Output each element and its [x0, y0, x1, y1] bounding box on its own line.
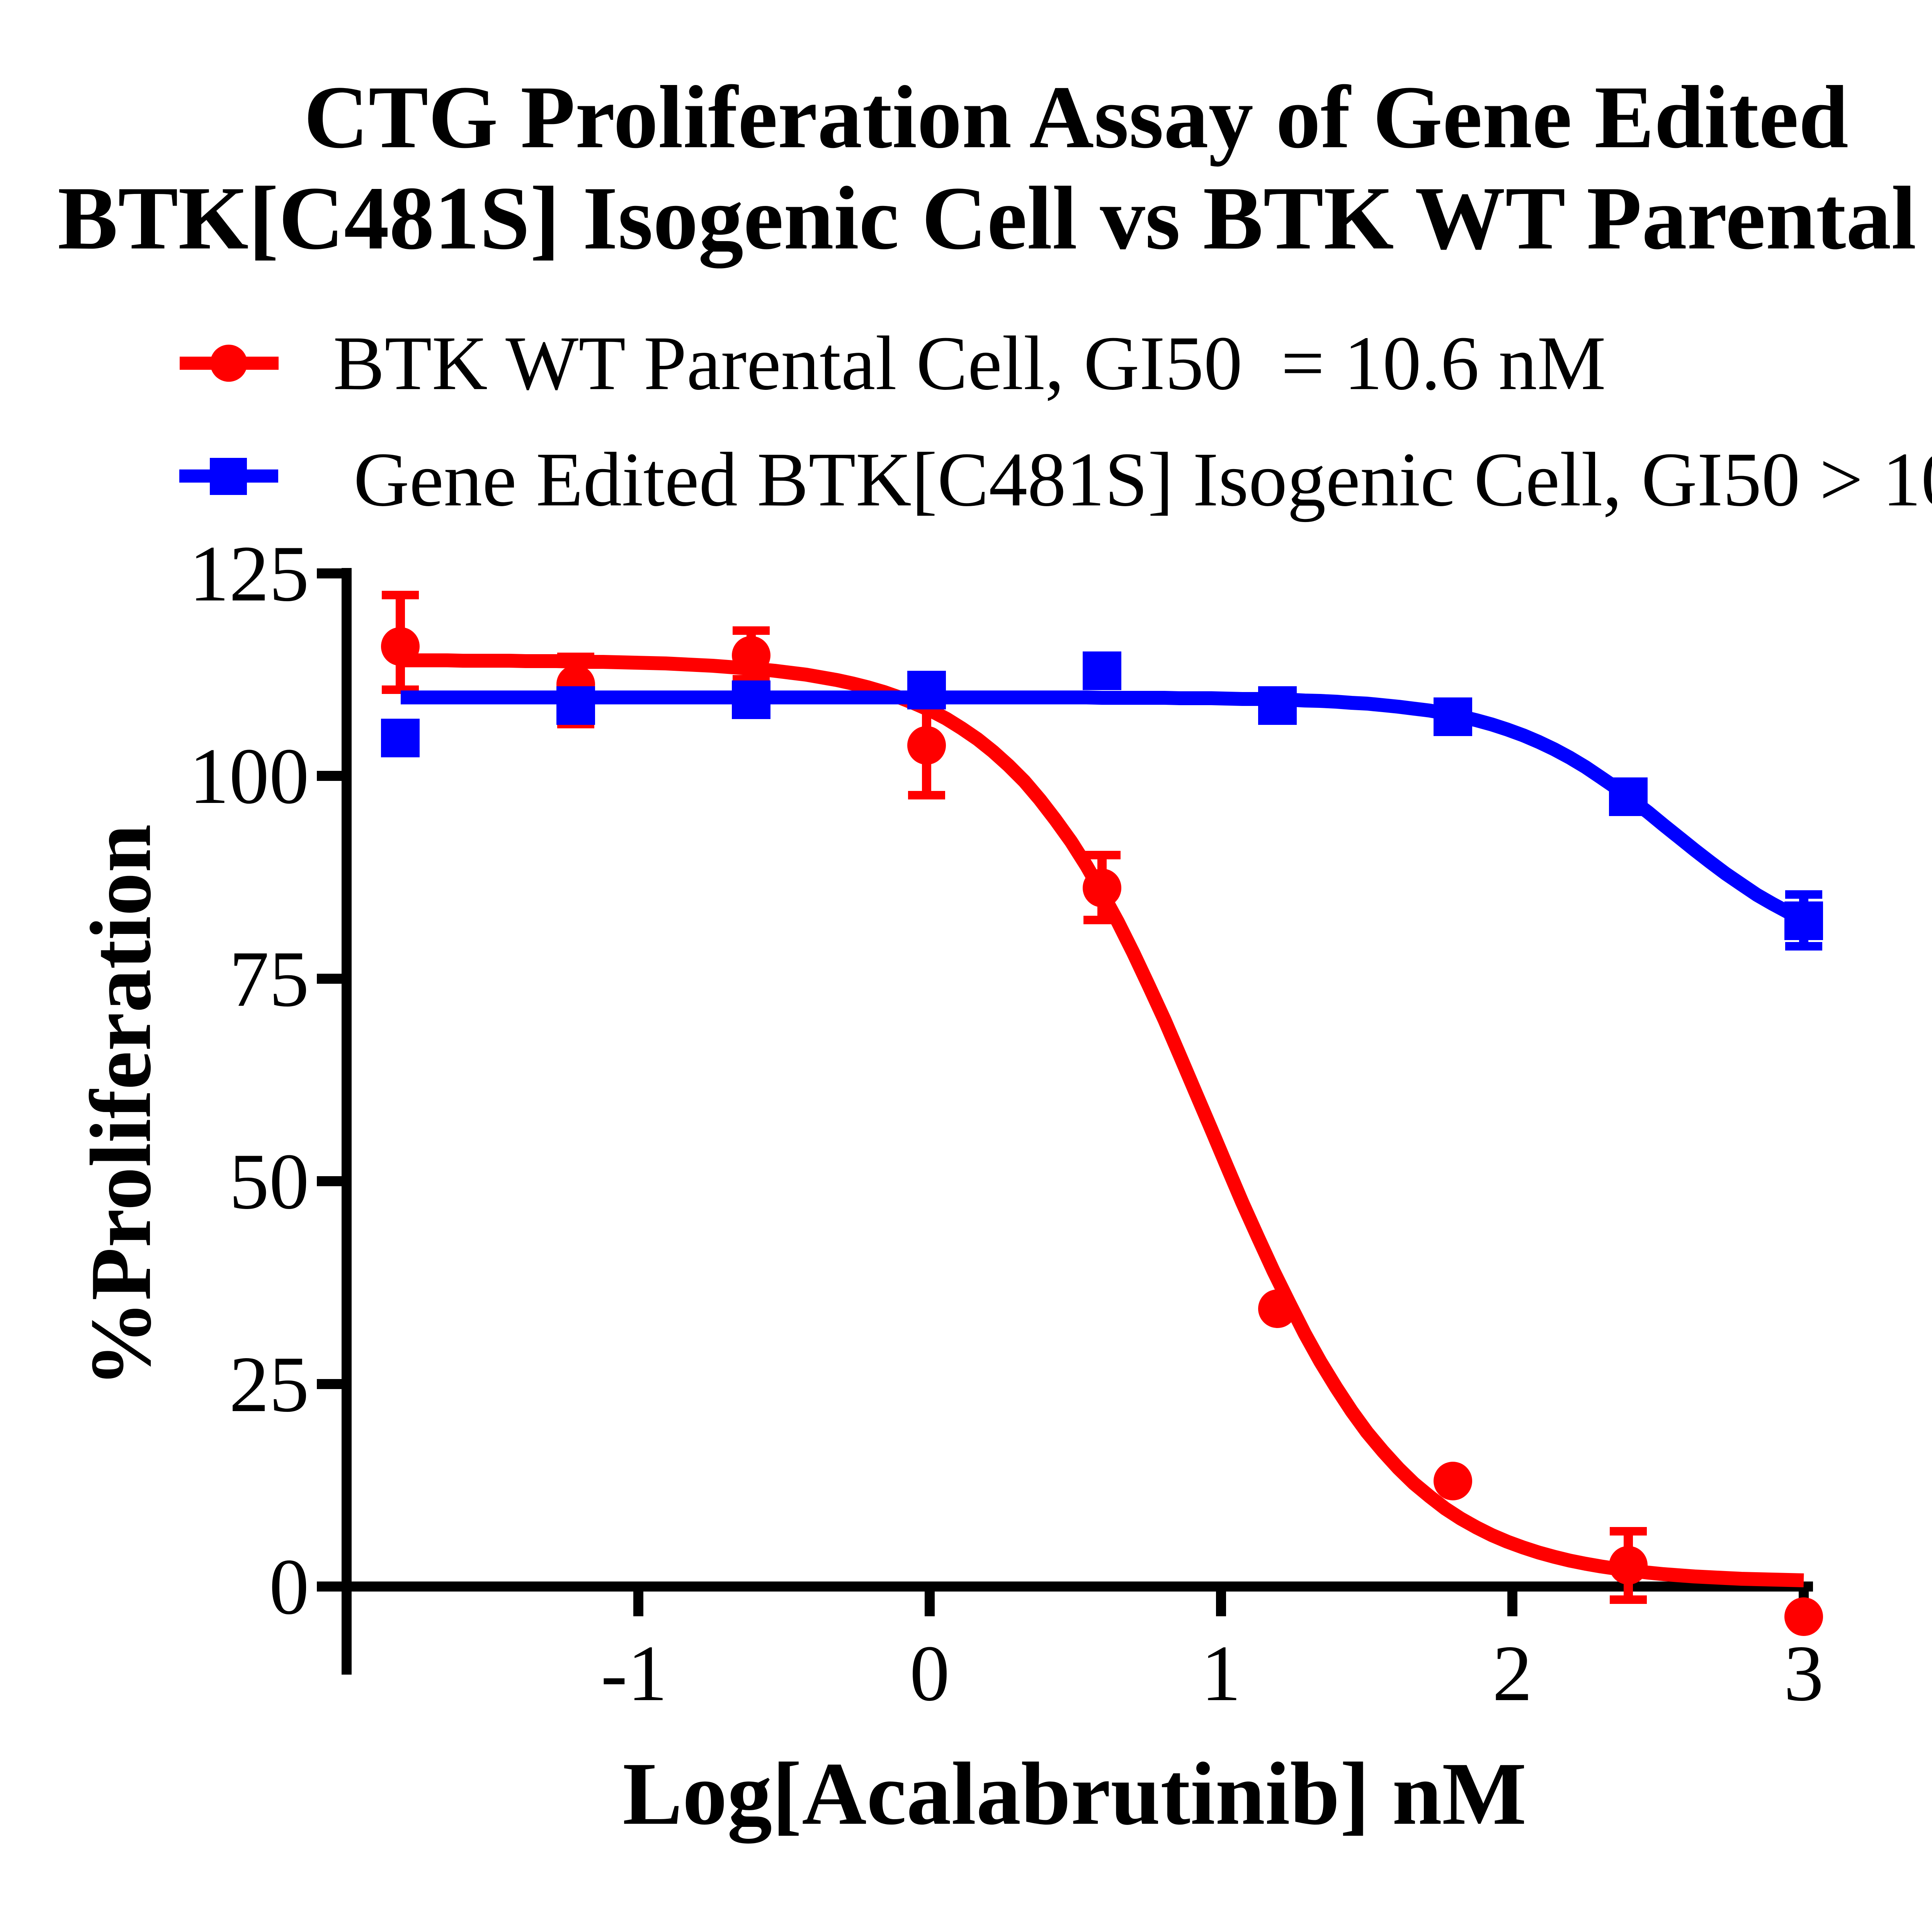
svg-text:1: 1 [1201, 1629, 1241, 1718]
svg-text:125: 125 [189, 529, 310, 618]
svg-text:%Proliferation: %Proliferation [72, 824, 169, 1388]
svg-text:CTG Proliferation Assay of Gen: CTG Proliferation Assay of Gene Edited [304, 68, 1849, 167]
svg-text:100: 100 [189, 732, 310, 820]
svg-text:BTK WT Parental Cell, GI50 =: BTK WT Parental Cell, GI50 = 10.6 nM [333, 321, 1606, 406]
svg-text:3: 3 [1784, 1629, 1824, 1718]
svg-text:50: 50 [229, 1137, 309, 1226]
svg-text:Gene Edited BTK[C481S] Isogeni: Gene Edited BTK[C481S] Isogenic Cell, GI… [354, 437, 1932, 522]
svg-text:0: 0 [269, 1542, 310, 1631]
svg-text:0: 0 [910, 1629, 950, 1718]
svg-text:Log[Acalabrutinib] nM: Log[Acalabrutinib] nM [622, 1744, 1526, 1843]
svg-text:25: 25 [229, 1340, 309, 1428]
svg-text:2: 2 [1492, 1629, 1532, 1718]
svg-text:BTK[C481S] Isogenic Cell vs BT: BTK[C481S] Isogenic Cell vs BTK WT Paren… [58, 168, 1932, 269]
svg-text:-1: -1 [601, 1629, 667, 1718]
svg-text:75: 75 [229, 935, 309, 1023]
